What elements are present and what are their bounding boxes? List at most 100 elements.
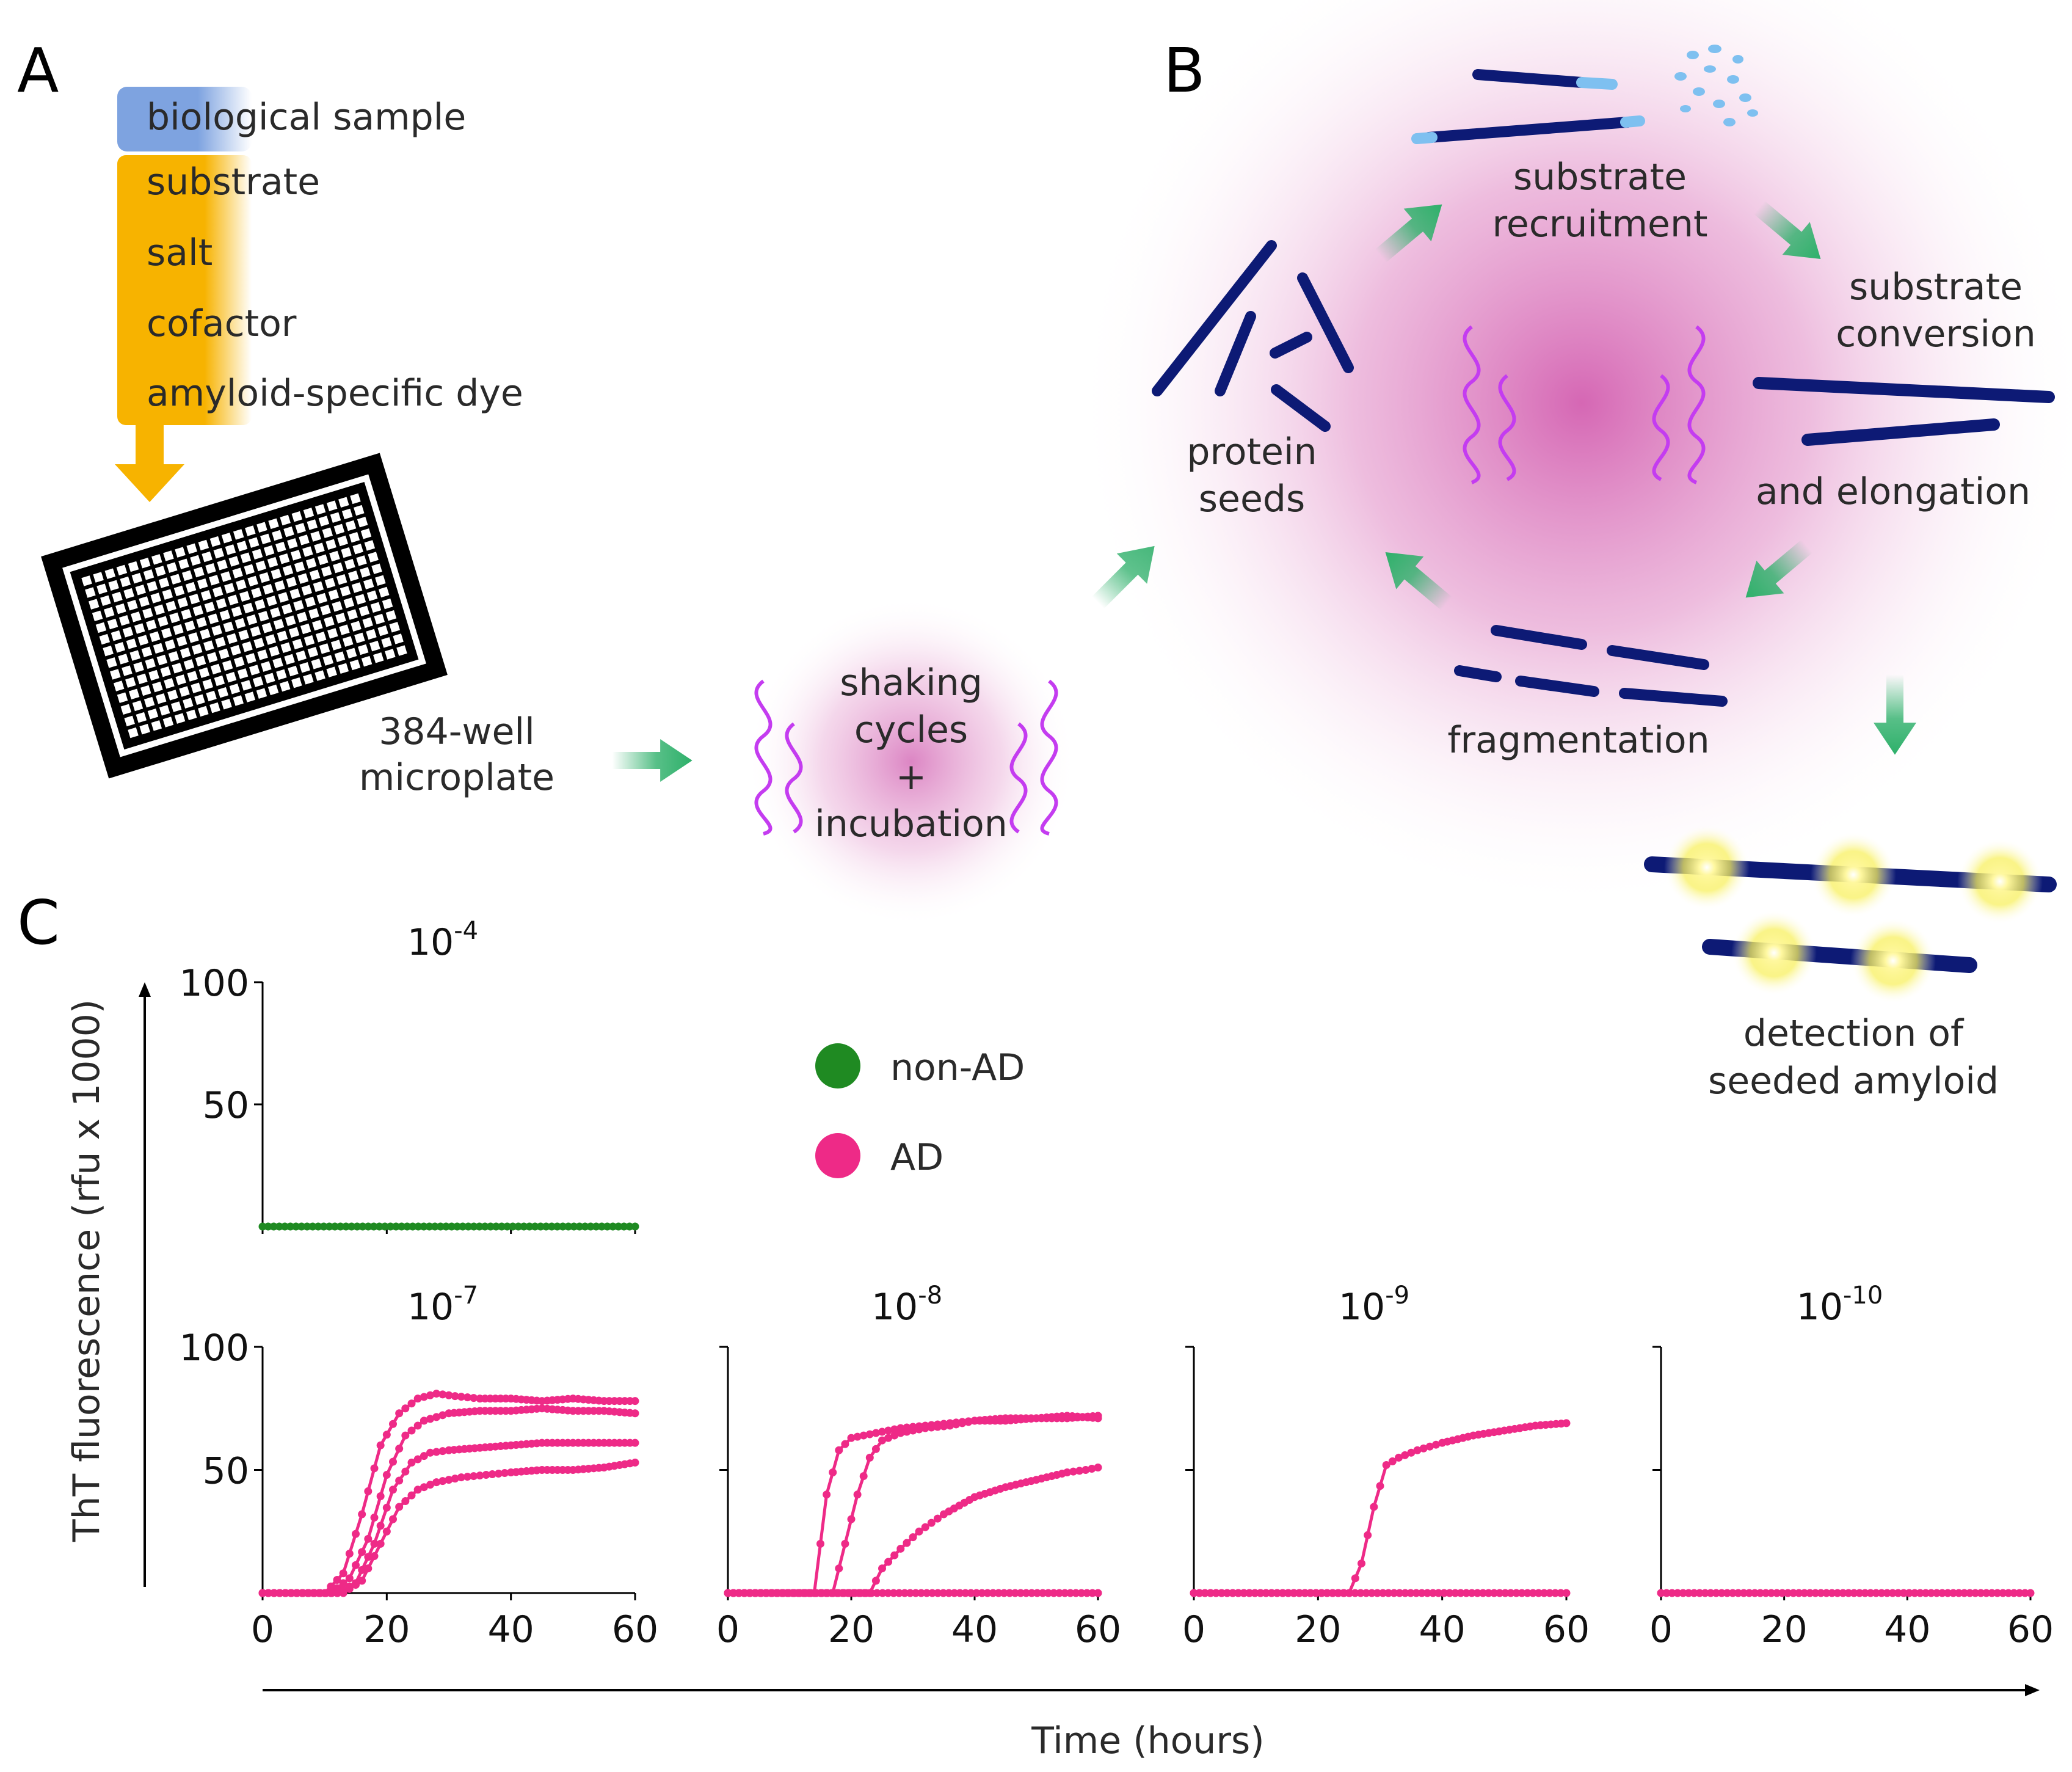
data-point [297,1222,306,1231]
data-point [1932,1589,1941,1597]
dilution-exponent: -8 [918,1282,942,1310]
data-point [347,1222,356,1231]
data-point [620,1222,628,1231]
data-point [950,1589,959,1597]
detection-label: seeded amyloid [1708,1060,1999,1103]
data-point [333,1576,341,1584]
data-point [884,1558,893,1566]
data-point [1562,1589,1571,1597]
data-point [1083,1589,1091,1597]
data-point [1905,1589,1913,1597]
data-point [1706,1589,1715,1597]
data-point [420,1222,428,1231]
data-point [1523,1589,1532,1597]
fragmentation-label: fragmentation [1447,719,1709,762]
data-point [497,1222,506,1231]
data-point [382,1471,391,1479]
data-point [514,1222,523,1231]
data-point [972,1589,981,1597]
data-point [1916,1589,1924,1597]
data-point [859,1431,868,1440]
data-point [1334,1589,1343,1597]
series-line [728,1414,1099,1595]
data-point [327,1589,336,1597]
data-point [420,1417,428,1425]
data-point [1351,1589,1359,1597]
data-point [375,1222,384,1231]
data-point [448,1222,456,1231]
data-point [1384,1589,1393,1597]
data-point [1668,1589,1676,1597]
data-point [1364,1531,1372,1539]
data-point [1955,1589,1963,1597]
data-point [475,1222,484,1231]
data-point [1370,1503,1378,1511]
data-point [1390,1589,1398,1597]
data-point [463,1473,471,1481]
data-point [287,1589,296,1597]
data-point [1844,1589,1853,1597]
data-point [1927,1589,1935,1597]
data-point [940,1422,948,1431]
data-point [1445,1589,1454,1597]
fragment-fibrils [1454,625,1728,707]
data-point [762,1589,771,1597]
data-point [1267,1589,1276,1597]
data-point [392,1222,401,1231]
data-point [1817,1589,1825,1597]
data-point [432,1413,441,1421]
data-point [1245,1589,1254,1597]
data-point [370,1513,379,1522]
data-point [413,1421,422,1430]
data-point [956,1589,964,1597]
data-point [370,1552,379,1561]
data-point [1673,1589,1682,1597]
data-point [1839,1589,1847,1597]
data-point [1262,1589,1270,1597]
data-point [1982,1589,1991,1597]
data-point [352,1561,360,1569]
conversion-label: and elongation [1756,470,2030,513]
data-point [915,1527,923,1536]
data-point [339,1579,347,1588]
data-point [1284,1589,1293,1597]
data-point [906,1589,914,1597]
data-point [1473,1589,1481,1597]
data-point [1240,1589,1248,1597]
data-point [1388,1457,1397,1465]
data-point [401,1404,410,1413]
legend-non-ad-label: non-AD [890,1046,1025,1089]
data-point [2010,1589,2018,1597]
data-point [395,1476,404,1485]
data-point [1088,1464,1096,1473]
data-point [327,1582,335,1591]
data-point [871,1429,880,1437]
data-point [934,1589,942,1597]
data-point [1756,1589,1765,1597]
data-point [1988,1589,1996,1597]
data-point [358,1510,366,1519]
data-point [625,1222,634,1231]
data-point [451,1392,459,1401]
data-point [1279,1589,1287,1597]
data-point [1977,1589,1985,1597]
data-point [1367,1589,1376,1597]
data-point [631,1397,639,1406]
data-point [1401,1451,1409,1459]
data-point [1806,1589,1814,1597]
data-point [395,1409,404,1418]
x-tick-label: 0 [716,1608,740,1651]
y-tick-label: 50 [203,1450,249,1493]
data-point [280,1222,289,1231]
dilution-title: 10-8 [871,1282,942,1329]
data-point [1855,1589,1864,1597]
data-point [345,1550,354,1558]
data-point [370,1464,379,1473]
data-point [1751,1589,1759,1597]
data-point [426,1481,434,1489]
data-point [1657,1589,1665,1597]
data-point [1778,1589,1787,1597]
data-point [909,1533,917,1542]
data-point [841,1539,849,1548]
data-point [1966,1589,1974,1597]
